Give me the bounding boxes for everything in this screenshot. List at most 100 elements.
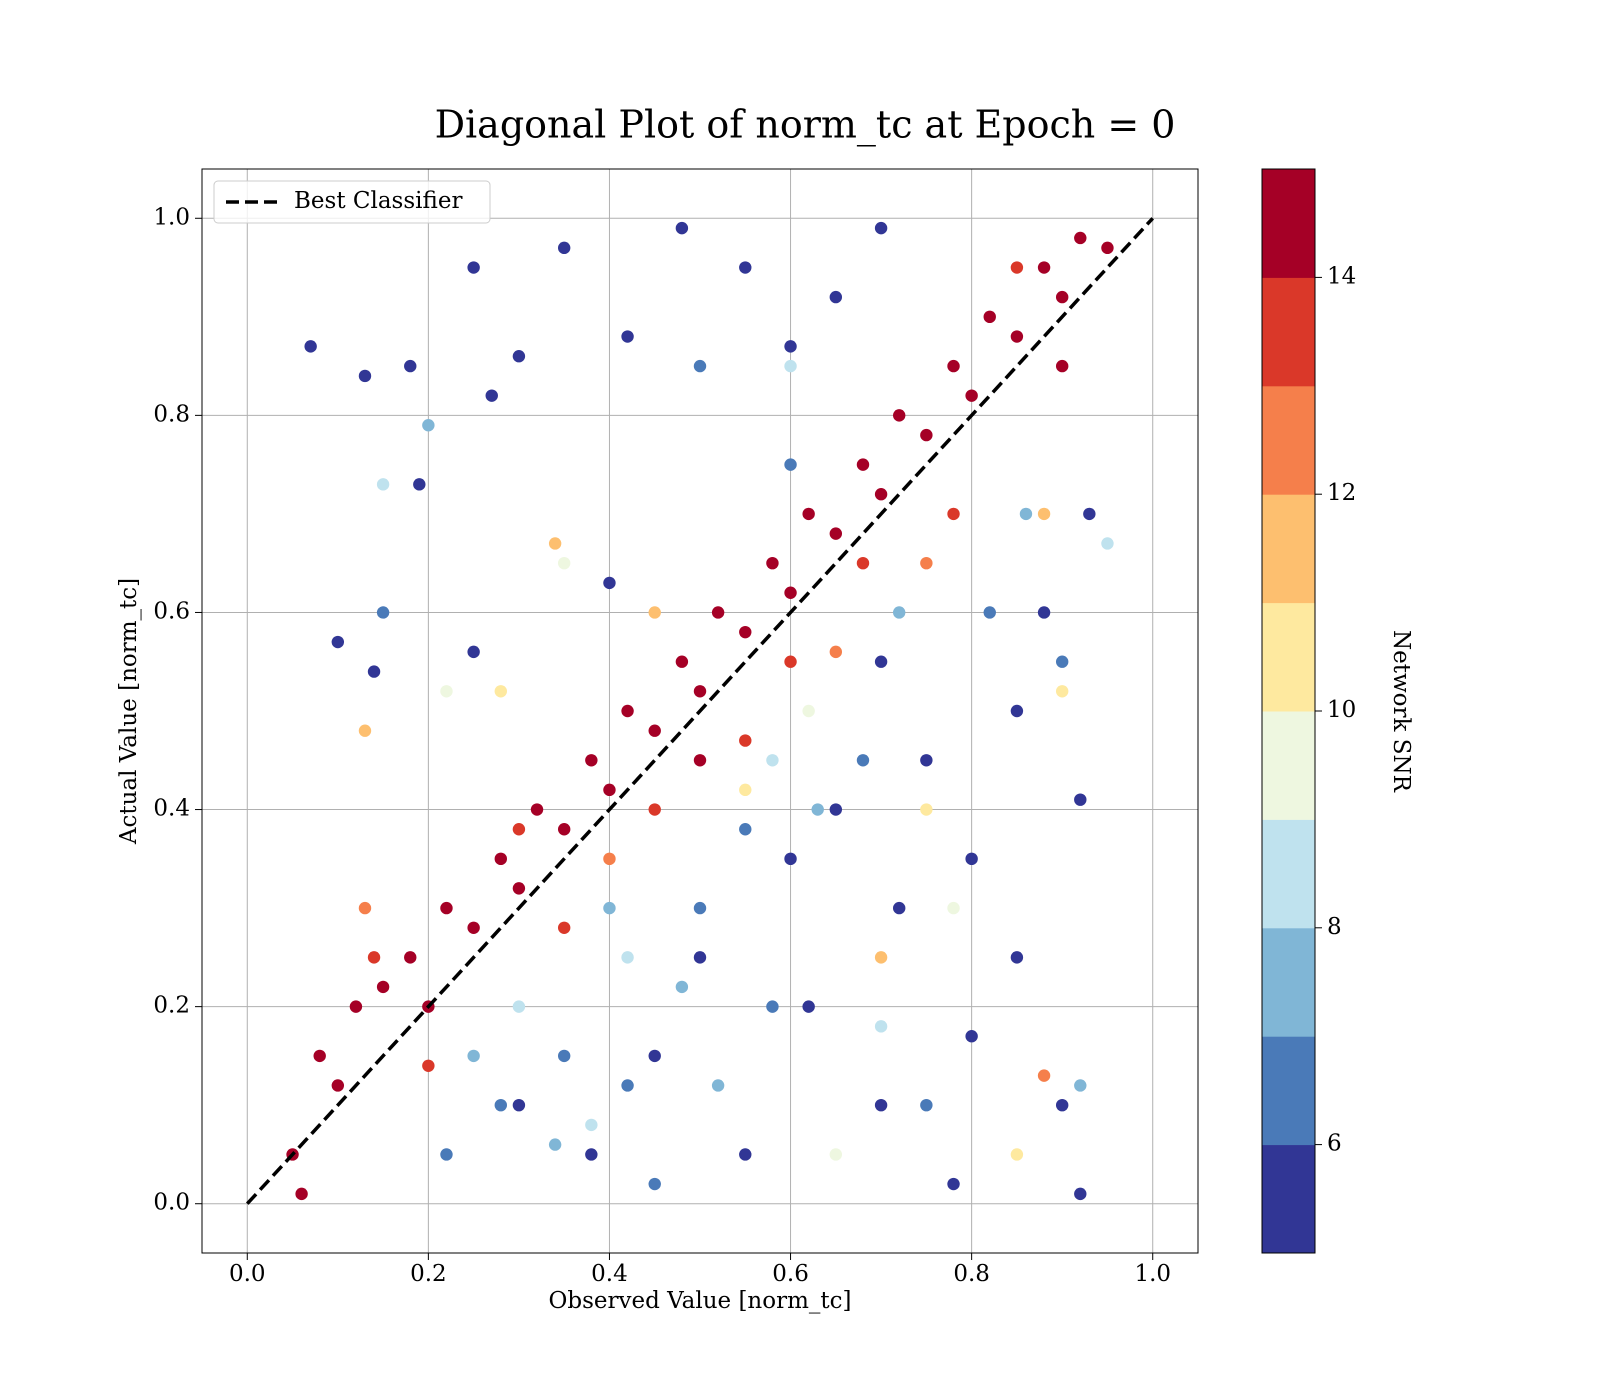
scatter-point	[802, 1000, 815, 1013]
scatter-point	[603, 783, 616, 797]
scatter-point	[947, 507, 960, 521]
colorbar-tick-label: 10	[1327, 697, 1356, 723]
scatter-point	[1037, 261, 1051, 274]
scatter-point	[512, 1000, 526, 1013]
scatter-point	[983, 310, 996, 324]
colorbar-band	[1262, 711, 1315, 820]
scatter-point	[585, 754, 598, 767]
scatter-point	[693, 754, 707, 767]
scatter-point	[874, 1098, 888, 1112]
scatter-point	[893, 409, 906, 422]
colorbar-band	[1262, 1036, 1315, 1146]
scatter-point	[766, 1000, 779, 1013]
scatter-point	[920, 803, 933, 816]
scatter-point	[829, 803, 843, 816]
scatter-point	[965, 852, 978, 866]
colorbar-label: Network SNR	[1388, 630, 1414, 793]
scatter-point	[920, 754, 933, 767]
y-tick-label: 0.2	[153, 993, 190, 1019]
legend-box	[213, 180, 491, 224]
scatter-point	[784, 655, 797, 668]
scatter-point	[829, 1148, 843, 1161]
scatter-point	[784, 852, 797, 866]
scatter-point	[829, 645, 843, 659]
colorbar-band	[1262, 277, 1315, 387]
scatter-point	[693, 901, 707, 915]
scatter-point	[557, 1049, 571, 1063]
scatter-point	[440, 901, 453, 915]
scatter-point	[829, 527, 843, 540]
scatter-point	[1019, 507, 1033, 521]
scatter-point	[331, 635, 345, 649]
scatter-point	[603, 852, 616, 866]
scatter-point	[739, 823, 752, 836]
scatter-point	[358, 369, 372, 383]
scatter-point	[766, 754, 779, 767]
y-tick-label: 1.0	[153, 204, 190, 230]
scatter-point	[621, 1079, 634, 1092]
y-tick-label: 0.4	[153, 796, 190, 822]
scatter-point	[512, 823, 526, 836]
scatter-point	[675, 221, 689, 235]
scatter-point	[349, 1000, 363, 1013]
scatter-point	[802, 704, 815, 718]
scatter-point	[920, 428, 933, 442]
colorbar-tick-label: 12	[1327, 480, 1356, 506]
scatter-point	[739, 783, 752, 797]
scatter-point	[585, 1148, 598, 1161]
scatter-point	[404, 359, 417, 373]
y-tick-label: 0.6	[153, 598, 190, 624]
y-tick-label: 0.0	[153, 1190, 190, 1216]
scatter-point	[693, 359, 707, 373]
scatter-point	[829, 290, 843, 304]
scatter-point	[467, 261, 480, 274]
scatter-point	[920, 556, 933, 570]
scatter-point	[494, 1098, 507, 1112]
scatter-point	[874, 1020, 888, 1033]
scatter-point	[621, 951, 634, 964]
scatter-point	[1074, 793, 1087, 806]
scatter-point	[1010, 330, 1024, 343]
scatter-point	[467, 645, 480, 659]
scatter-point	[874, 655, 888, 668]
scatter-point	[856, 556, 870, 570]
scatter-point	[1037, 1069, 1051, 1082]
scatter-point	[784, 340, 797, 353]
scatter-point	[367, 665, 381, 678]
scatter-point	[530, 803, 544, 816]
scatter-point	[512, 350, 526, 363]
scatter-point	[784, 359, 797, 373]
scatter-point	[512, 1098, 526, 1112]
scatter-point	[376, 980, 390, 994]
x-tick-label: 0.2	[410, 1261, 447, 1287]
scatter-point	[874, 221, 888, 235]
chart-title: Diagonal Plot of norm_tc at Epoch = 0	[435, 103, 1176, 148]
scatter-point	[1055, 685, 1069, 698]
colorbar-band	[1262, 169, 1315, 278]
scatter-point	[856, 458, 870, 471]
scatter-point	[648, 724, 661, 737]
scatter-point	[467, 1049, 480, 1063]
scatter-point	[404, 951, 417, 964]
scatter-point	[1074, 231, 1087, 245]
scatter-point	[494, 685, 507, 698]
scatter-point	[675, 655, 689, 668]
scatter-point	[711, 1079, 725, 1092]
scatter-point	[965, 1030, 978, 1043]
scatter-point	[1010, 1148, 1024, 1161]
colorbar-tick-label: 8	[1327, 914, 1342, 940]
x-tick-label: 0.4	[591, 1261, 628, 1287]
colorbar-band	[1262, 494, 1315, 604]
scatter-point	[947, 901, 960, 915]
scatter-point	[1074, 1187, 1087, 1201]
y-tick-label: 0.8	[153, 401, 190, 427]
x-tick-label: 0.0	[229, 1261, 266, 1287]
colorbar-band	[1262, 385, 1315, 495]
x-tick-label: 0.6	[772, 1261, 809, 1287]
scatter-point	[802, 507, 815, 521]
colorbar-tick-label: 6	[1327, 1131, 1342, 1157]
scatter-point	[440, 685, 453, 698]
scatter-point	[304, 340, 317, 353]
scatter-point	[621, 330, 634, 343]
